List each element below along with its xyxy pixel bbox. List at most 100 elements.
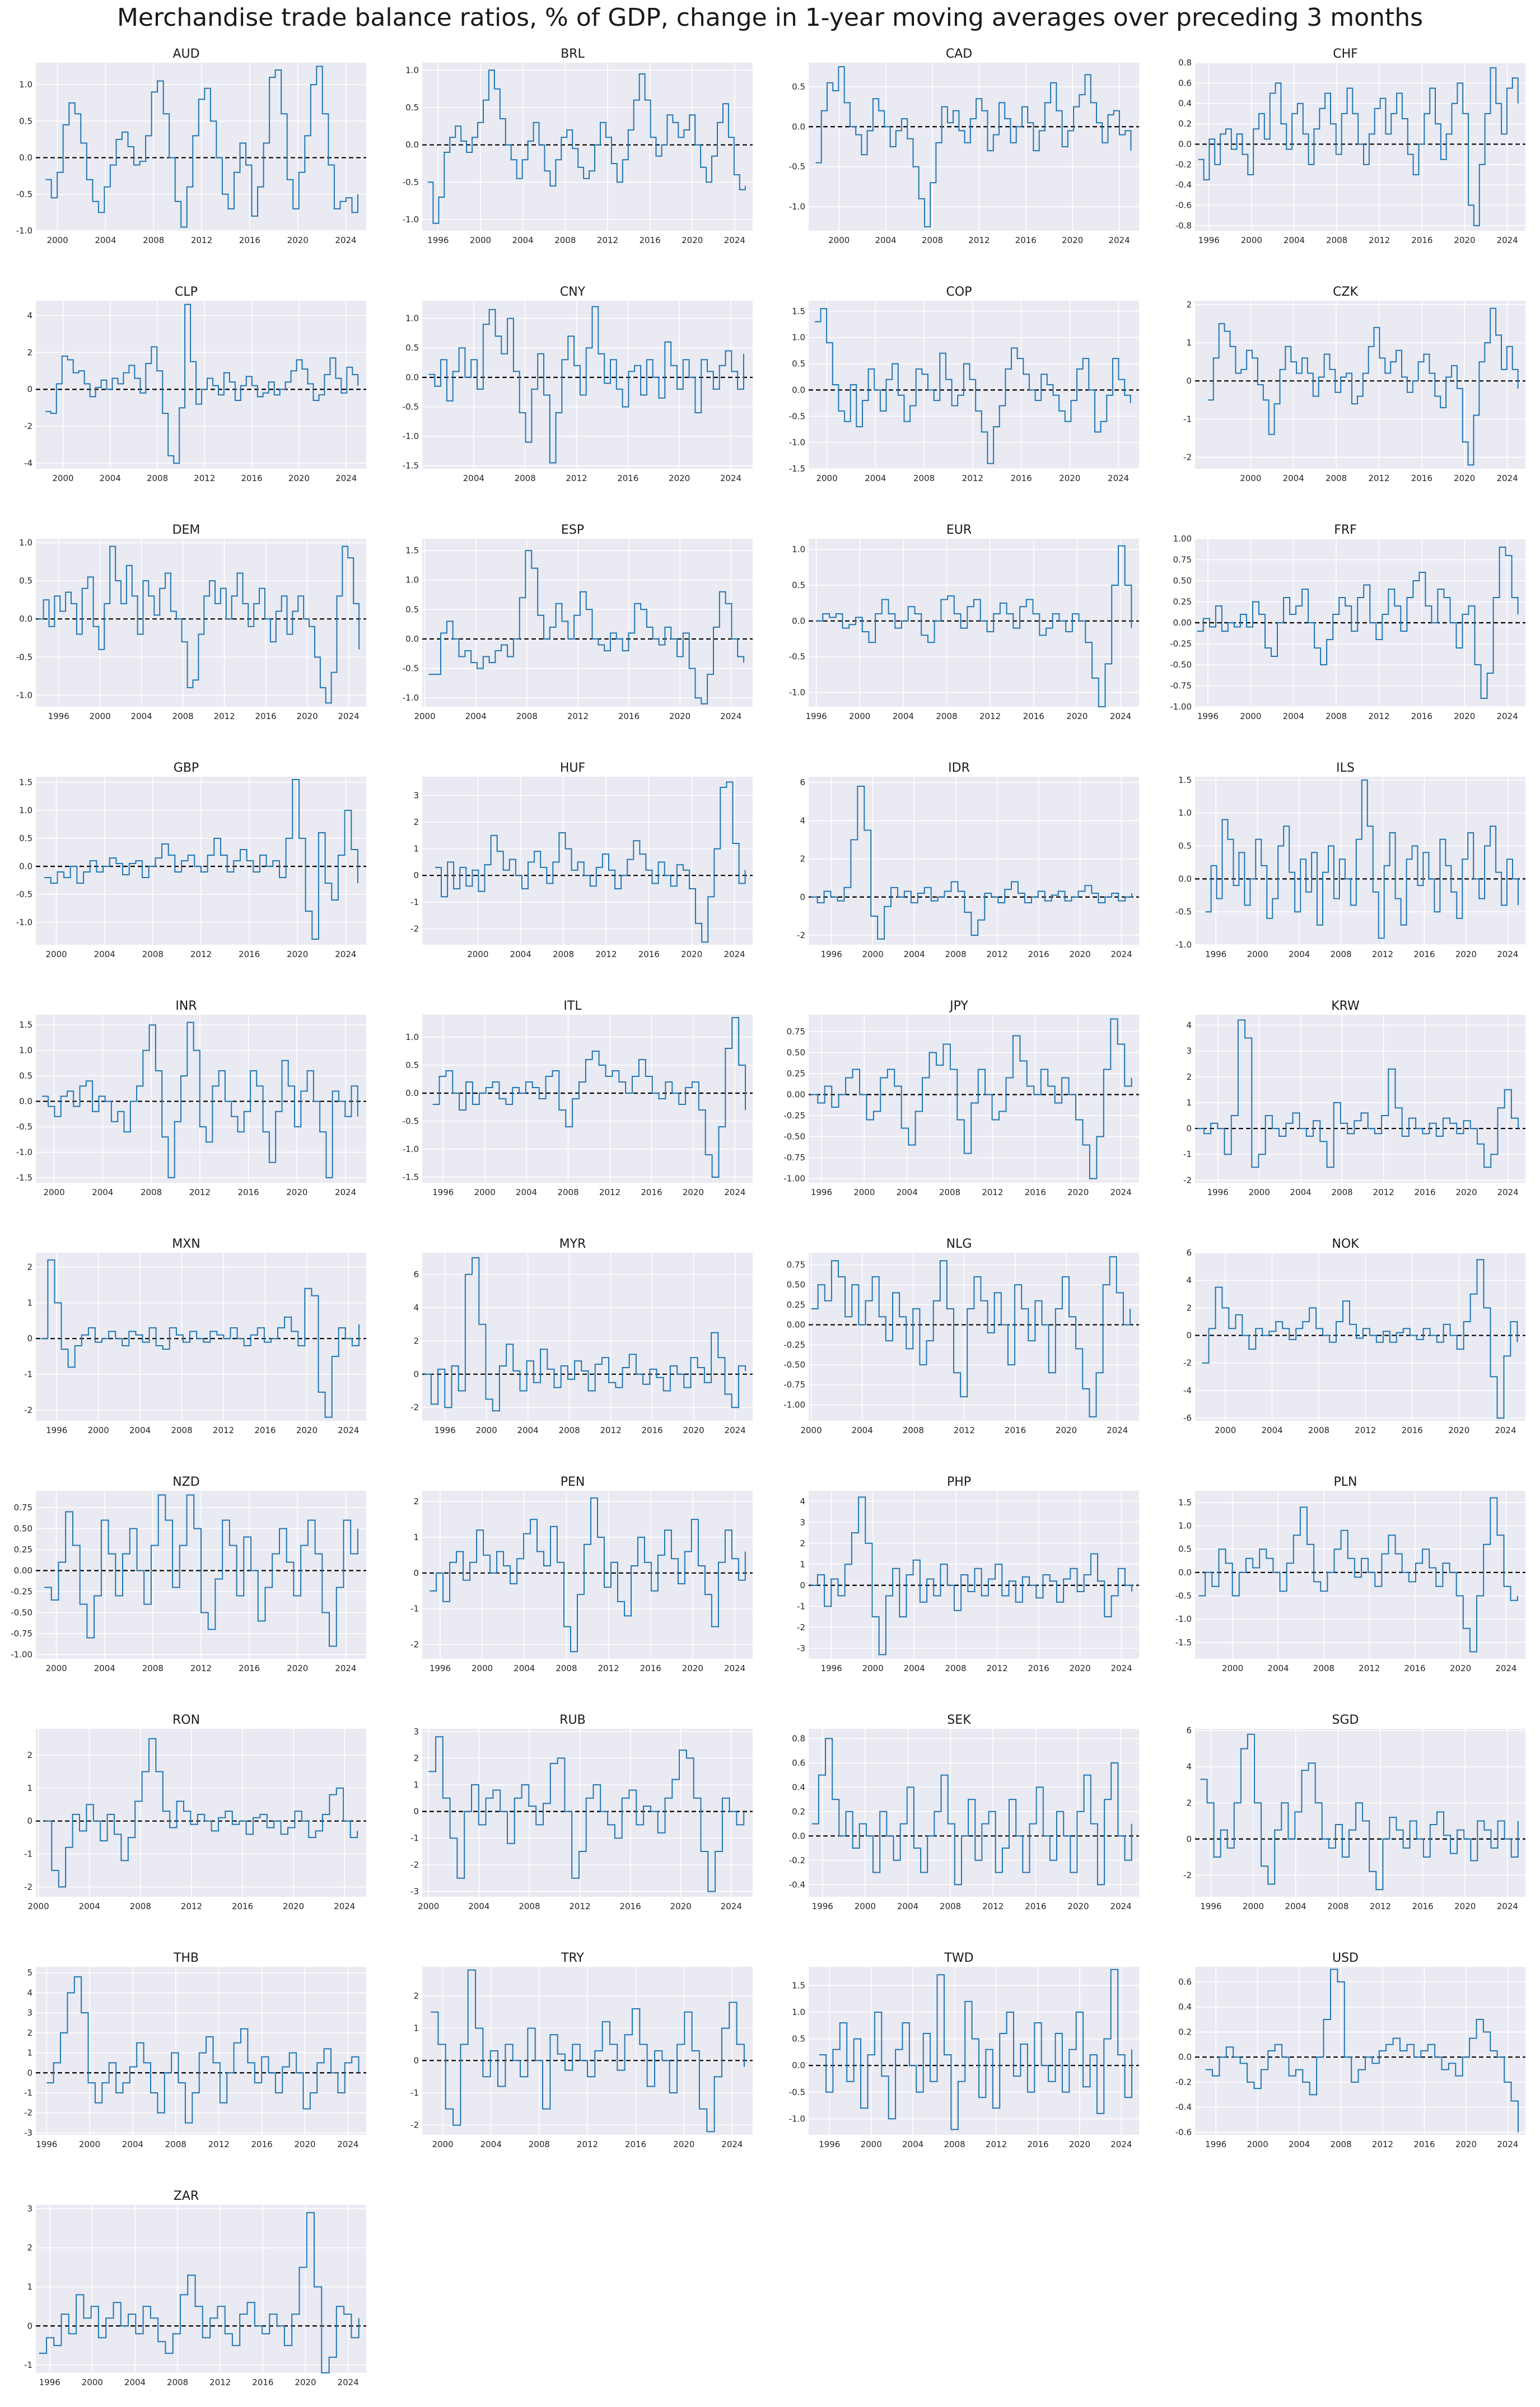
y-tick-label: 1.0 [405, 575, 419, 585]
x-tick-label: 2012 [982, 1901, 1004, 1911]
y-tick-label: 0 [27, 384, 32, 394]
y-tick-label: 0.0 [19, 153, 32, 163]
x-tick-label: 2000 [1240, 473, 1261, 483]
y-tick-label: 4 [27, 310, 32, 320]
series-line [1197, 1019, 1519, 1168]
panel-title: ESP [561, 523, 585, 537]
x-tick-label: 2000 [43, 1187, 64, 1197]
x-tick-label: 2020 [1455, 949, 1477, 959]
series-line [1198, 67, 1519, 226]
chart-panel-clp: CLP -4 -2 0 2 4 2000 2004 2008 2012 2016 2020 2024 [6, 284, 367, 484]
x-tick-label: 2020 [283, 1901, 304, 1911]
y-tick-label: 0.75 [787, 1027, 805, 1037]
y-tick-label: 4 [1186, 1275, 1192, 1285]
x-tick-label: 2024 [1496, 473, 1518, 483]
line-chart: -1.0 -0.5 0.0 0.5 1.0 2000 2004 2008 2012 2016 202… [16, 63, 366, 245]
x-tick-label: 2016 [1413, 2139, 1435, 2149]
x-tick-label: 2008 [1326, 235, 1347, 245]
chart-panel-usd: USD -0.6 -0.4 -0.2 0.0 0.2 0.4 0.6 1996 2000 2004 2… [1165, 1950, 1526, 2151]
y-tick-label: 0.5 [405, 102, 419, 113]
y-tick-label: 0.5 [1178, 1544, 1192, 1554]
x-tick-label: 2020 [287, 949, 308, 959]
plot-area [422, 1015, 753, 1183]
x-tick-label: 2024 [338, 2377, 359, 2387]
x-tick-label: 2020 [681, 949, 702, 959]
plot-area [36, 2205, 366, 2373]
x-tick-label: 2004 [865, 473, 886, 483]
chart-panel-thb: THB -3 -2 -1 0 1 2 3 4 5 1996 2000 2004 2008 2012 2016 2… [6, 1950, 367, 2151]
y-tick-label: -6 [1183, 1413, 1192, 1423]
x-tick-label: 2012 [1372, 2139, 1393, 2149]
x-tick-label: 2008 [940, 1901, 961, 1911]
y-tick-label: 0.0 [1178, 874, 1192, 884]
y-tick-label: 0 [1186, 1331, 1192, 1341]
chart-panel-inr: INR -1.5 -1.0 -0.5 0.0 0.5 1.0 1.5 2000 2004 2008 2… [6, 998, 367, 1198]
x-tick-label: 2012 [191, 235, 212, 245]
y-tick-label: -1.0 [403, 1144, 419, 1154]
panel-title: AUD [172, 47, 200, 61]
plot-area [422, 1491, 753, 1659]
y-tick-label: 3 [413, 1727, 419, 1737]
x-tick-label: 2004 [510, 949, 531, 959]
y-tick-label: -2 [410, 1402, 419, 1412]
panel-title: COP [946, 285, 972, 299]
y-tick-label: 0.6 [792, 1758, 805, 1768]
chart-panel-cop: COP -1.5 -1.0 -0.5 0.0 0.5 1.0 1.5 2000 2004 2008 2… [778, 284, 1140, 484]
y-tick-label: 0.0 [792, 385, 805, 395]
y-tick-label: -1 [24, 2360, 32, 2370]
x-tick-label: 2020 [1454, 473, 1475, 483]
y-tick-label: 0.0 [405, 634, 419, 644]
y-tick-label: 5 [27, 1968, 32, 1978]
x-tick-label: 2008 [1332, 1187, 1353, 1197]
panel-title: CLP [175, 285, 198, 299]
x-tick-label: 2008 [142, 1663, 164, 1673]
x-tick-label: 2016 [1412, 1901, 1433, 1911]
y-tick-label: -2 [24, 2108, 32, 2118]
y-tick-label: 0.4 [1178, 2002, 1192, 2012]
y-tick-label: -1.0 [1175, 940, 1192, 950]
x-tick-label: 2020 [1448, 1425, 1469, 1435]
x-tick-label: 2008 [1308, 1425, 1329, 1435]
y-tick-label: -0.2 [1175, 2077, 1192, 2087]
x-tick-label: 2020 [1454, 1901, 1476, 1911]
panel-title: DEM [172, 523, 200, 537]
x-tick-label: 2024 [1497, 949, 1518, 959]
y-tick-label: 2 [1186, 300, 1192, 310]
x-tick-label: 2008 [143, 235, 164, 245]
y-tick-label: -1 [410, 2088, 419, 2098]
x-tick-label: 2024 [335, 1187, 356, 1197]
y-tick-label: 0.5 [792, 580, 805, 590]
x-tick-label: 2000 [1241, 235, 1262, 245]
y-tick-label: 1.0 [405, 1032, 419, 1042]
x-tick-label: 2004 [1267, 1663, 1289, 1673]
series-line [432, 1017, 746, 1178]
y-tick-label: -4 [24, 458, 32, 468]
series-line [38, 545, 360, 704]
y-tick-label: -0.50 [783, 1132, 805, 1142]
y-tick-label: 2 [413, 817, 419, 827]
x-tick-label: 2000 [828, 235, 850, 245]
y-tick-label: -0.25 [783, 1111, 805, 1121]
y-tick-label: -1.5 [1175, 1638, 1192, 1648]
line-chart: -1.0 -0.5 0.0 0.5 1.0 1.5 1996 2000 2004 2008 2012… [789, 1967, 1139, 2149]
y-tick-label: -0.25 [11, 1587, 32, 1597]
y-tick-label: 0 [27, 1816, 32, 1826]
x-tick-label: 2008 [945, 1663, 967, 1673]
y-tick-label: 4 [413, 1303, 419, 1313]
x-tick-label: 2016 [239, 949, 260, 959]
x-tick-label: 2016 [640, 1663, 661, 1673]
y-tick-label: 1.5 [1178, 775, 1192, 785]
x-tick-label: 2008 [553, 949, 574, 959]
line-chart: -0.6 -0.4 -0.2 0.0 0.2 0.4 0.6 1996 2000 2004 2008… [1175, 1967, 1525, 2149]
panel-title: SEK [947, 1713, 971, 1727]
x-tick-label: 2000 [46, 1663, 67, 1673]
line-chart: -2 -1 0 1 2 2000 2004 2008 2012 2016 2020 2024 [1183, 300, 1525, 483]
plot-area [1195, 301, 1525, 469]
x-tick-label: 2024 [1497, 235, 1518, 245]
y-tick-label: 1 [413, 2023, 419, 2033]
y-tick-label: 3 [1186, 1046, 1192, 1056]
panel-title: GBP [173, 761, 199, 775]
y-tick-label: -1.0 [16, 226, 32, 236]
line-chart: -1.5 -1.0 -0.5 0.0 0.5 1.0 1.5 2000 2004 2008 2012… [789, 301, 1139, 483]
x-tick-label: 2016 [238, 1187, 259, 1197]
